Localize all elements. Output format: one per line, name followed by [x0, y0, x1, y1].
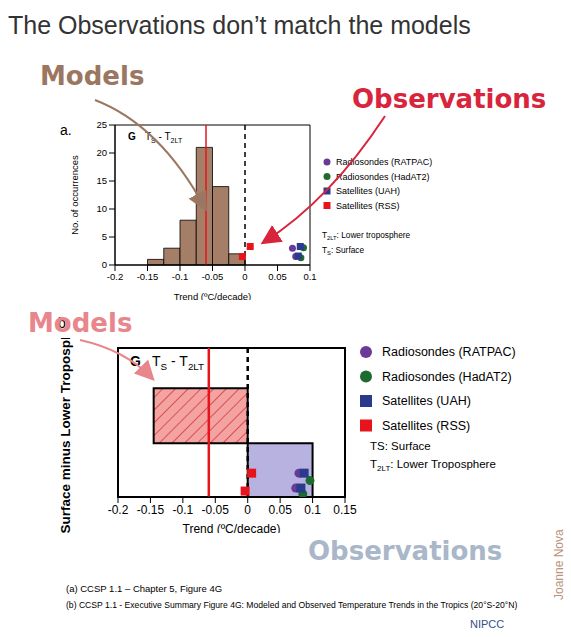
- svg-text:a.: a.: [60, 122, 72, 138]
- svg-text:No. of occurrences: No. of occurrences: [70, 155, 80, 235]
- svg-text:0.15: 0.15: [333, 503, 357, 517]
- svg-text:-0.05: -0.05: [202, 503, 230, 517]
- svg-text:-0.1: -0.1: [173, 503, 194, 517]
- svg-text:10: 10: [96, 203, 107, 214]
- svg-text:-0.15: -0.15: [137, 503, 165, 517]
- svg-text:Satellites (RSS): Satellites (RSS): [336, 201, 400, 211]
- svg-text:-0.05: -0.05: [202, 271, 224, 282]
- svg-text:TS - T2LT: TS - T2LT: [152, 353, 204, 372]
- svg-text:Observations: Observations: [308, 536, 502, 566]
- svg-text:Radiosondes (HadAT2): Radiosondes (HadAT2): [336, 172, 429, 182]
- svg-text:Satellites (UAH): Satellites (UAH): [336, 186, 400, 196]
- svg-text:Radiosondes (RATPAC): Radiosondes (RATPAC): [382, 345, 516, 359]
- svg-text:G: G: [130, 353, 141, 369]
- svg-text:25: 25: [96, 119, 107, 130]
- svg-text:-0.1: -0.1: [172, 271, 188, 282]
- svg-text:Surface minus Lower Tropospher: Surface minus Lower Troposphere: [60, 338, 73, 533]
- svg-text:0.1: 0.1: [303, 271, 316, 282]
- svg-text:Models: Models: [40, 61, 144, 91]
- svg-text:Radiosondes (HadAT2): Radiosondes (HadAT2): [382, 370, 512, 384]
- svg-text:Satellites (RSS): Satellites (RSS): [382, 419, 470, 433]
- svg-text:Observations: Observations: [352, 84, 546, 114]
- svg-text:0.05: 0.05: [268, 271, 287, 282]
- svg-text:-0.2: -0.2: [107, 271, 123, 282]
- svg-text:(b) CCSP 1.1 - Executive Summa: (b) CCSP 1.1 - Executive Summary Figure …: [66, 600, 517, 610]
- svg-text:TS - T2LT: TS - T2LT: [145, 131, 183, 144]
- svg-text:Trend (ºC/decade): Trend (ºC/decade): [183, 522, 281, 533]
- svg-text:b.: b.: [58, 315, 70, 331]
- svg-text:The Observations don’t match t: The Observations don’t match the models: [8, 11, 471, 39]
- svg-text:G: G: [128, 131, 136, 142]
- svg-text:Trend (ºC/decade): Trend (ºC/decade): [174, 291, 252, 300]
- svg-text:T2LT: Lower troposphere: T2LT: Lower troposphere: [322, 231, 411, 241]
- svg-text:0: 0: [244, 503, 251, 517]
- svg-text:Joanne Nova: Joanne Nova: [552, 529, 563, 600]
- svg-text:Models: Models: [28, 308, 132, 338]
- svg-text:0: 0: [242, 271, 247, 282]
- svg-text:15: 15: [96, 175, 107, 186]
- svg-text:-0.2: -0.2: [108, 503, 129, 517]
- svg-text:-0.15: -0.15: [137, 271, 159, 282]
- svg-text:Radiosondes (RATPAC): Radiosondes (RATPAC): [336, 157, 432, 167]
- svg-text:Satellites (UAH): Satellites (UAH): [382, 394, 471, 408]
- svg-text:0: 0: [102, 259, 107, 270]
- svg-text:TS: Surface: TS: Surface: [322, 246, 364, 256]
- svg-text:0.05: 0.05: [268, 503, 292, 517]
- svg-text:TS: Surface: TS: Surface: [370, 440, 431, 452]
- svg-text:T2LT: Lower Troposphere: T2LT: Lower Troposphere: [370, 458, 496, 473]
- svg-text:5: 5: [102, 231, 107, 242]
- svg-text:NIPCC: NIPCC: [470, 618, 504, 630]
- svg-text:(a) CCSP 1.1 – Chapter 5, Figu: (a) CCSP 1.1 – Chapter 5, Figure 4G: [66, 583, 222, 594]
- svg-text:0.1: 0.1: [304, 503, 321, 517]
- svg-text:20: 20: [96, 147, 107, 158]
